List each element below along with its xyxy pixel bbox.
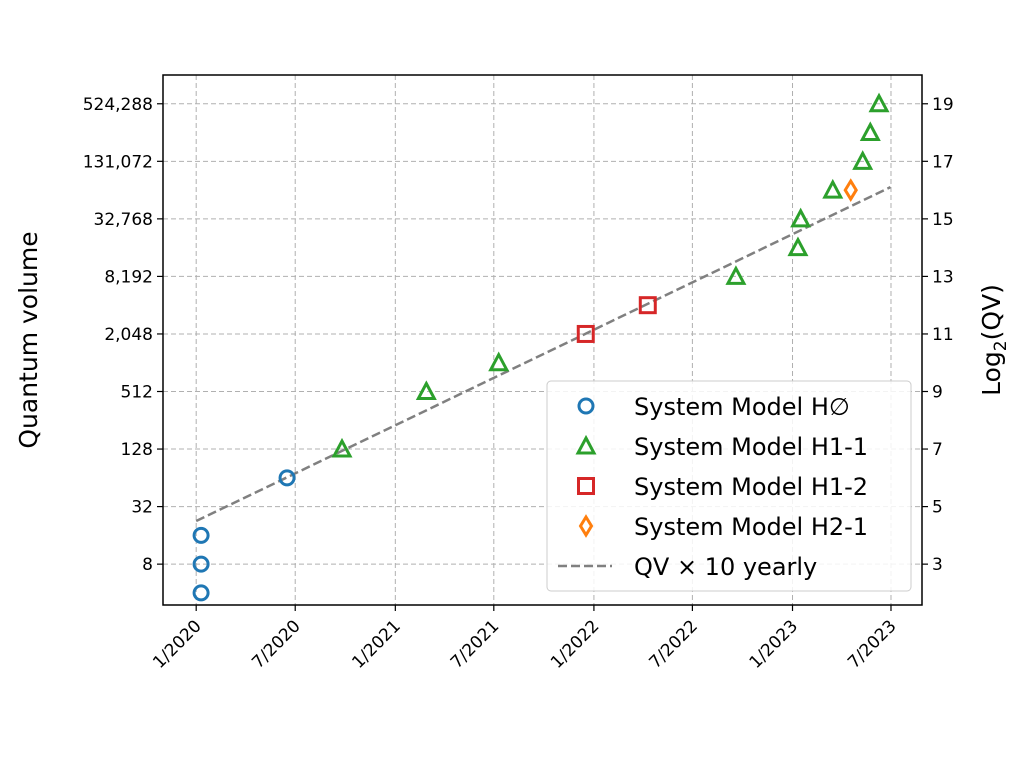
data-point-triangle xyxy=(488,351,510,372)
legend: System Model H∅ System Model H1-1 System M… xyxy=(546,380,912,592)
y-tick-label-right: 13 xyxy=(932,267,954,287)
y-axis-right: 3 5 7 9 11 13 15 17 19 xyxy=(922,95,954,575)
y-tick-label-left: 32,768 xyxy=(94,210,153,230)
data-point-triangle xyxy=(852,150,874,170)
data-point-circle xyxy=(192,526,210,544)
data-point-triangle xyxy=(868,92,890,113)
y-tick-label-left: 512 xyxy=(121,383,153,403)
plot-frame xyxy=(162,74,923,606)
y-axis-label-right: Log2(QV) xyxy=(977,284,1011,396)
y-tick-label-left: 8 xyxy=(142,555,153,575)
legend-marker-square xyxy=(577,477,595,495)
y-tick-label-right: 19 xyxy=(932,95,954,115)
data-point-circle xyxy=(278,469,296,487)
x-tick-label: 1/2020 xyxy=(149,616,205,672)
y-tick-label-right: 11 xyxy=(932,325,954,345)
y-tick-label-left: 128 xyxy=(121,440,153,460)
x-tick-label: 1/2022 xyxy=(547,616,603,672)
data-point-circle xyxy=(192,584,210,602)
x-tick-label: 1/2023 xyxy=(746,616,802,672)
legend-label: System Model H∅ xyxy=(634,393,850,421)
x-tick-label: 7/2023 xyxy=(844,616,900,672)
data-point-circle xyxy=(192,555,210,573)
y-tick-label-right: 3 xyxy=(932,555,943,575)
y-tick-label-left: 8,192 xyxy=(104,267,153,287)
data-points xyxy=(192,92,890,602)
data-point-triangle xyxy=(725,265,747,285)
y-tick-label-left: 32 xyxy=(131,498,153,518)
data-point-triangle xyxy=(822,178,844,199)
data-point-diamond xyxy=(843,178,858,202)
trend-line-group xyxy=(195,185,891,523)
x-axis: 1/2020 7/2020 1/2021 7/2021 1/2022 7/2022 1/20… xyxy=(149,605,901,673)
y-tick-label-right: 9 xyxy=(932,383,943,403)
y-tick-label-right: 17 xyxy=(932,152,954,172)
data-point-square xyxy=(576,324,595,343)
y-tick-label-right: 7 xyxy=(932,440,943,460)
y-tick-label-left: 2,048 xyxy=(104,325,153,345)
y-axis-left: 8 32 128 512 2,048 8,192 32,768 131,072 524,288 xyxy=(83,95,163,575)
legend-box xyxy=(546,380,912,592)
x-tick-label: 1/2021 xyxy=(348,616,404,672)
data-point-square xyxy=(638,296,657,315)
legend-label: System Model H1-2 xyxy=(634,473,868,501)
legend-label: System Model H2-1 xyxy=(634,513,868,541)
x-tick-label: 7/2020 xyxy=(248,616,304,672)
data-point-triangle xyxy=(859,121,881,142)
x-tick-label: 7/2022 xyxy=(645,616,701,672)
x-tick-label: 7/2021 xyxy=(447,616,503,672)
legend-marker-circle xyxy=(577,397,595,415)
legend-label: QV × 10 yearly xyxy=(634,553,817,581)
legend-marker-diamond xyxy=(578,514,594,538)
y-tick-label-left: 524,288 xyxy=(83,95,153,115)
data-point-triangle xyxy=(331,437,353,458)
legend-marker-triangle xyxy=(575,434,597,455)
y-axis-label-left: Quantum volume xyxy=(14,231,43,448)
y-tick-label-left: 131,072 xyxy=(83,152,153,172)
y-tick-label-right: 5 xyxy=(932,498,943,518)
y-tick-label-right: 15 xyxy=(932,210,954,230)
legend-label: System Model H1-1 xyxy=(634,433,868,461)
data-point-triangle xyxy=(790,207,812,228)
data-point-triangle xyxy=(787,236,809,257)
data-point-triangle xyxy=(415,380,437,401)
trend-line xyxy=(195,185,891,523)
